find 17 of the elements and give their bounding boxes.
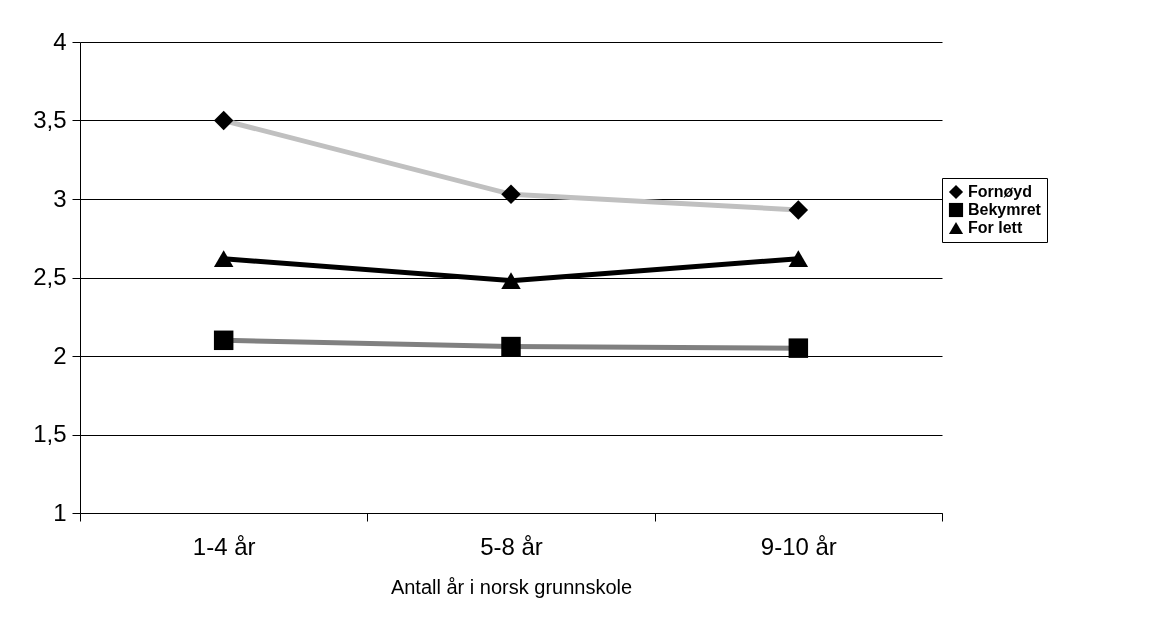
y-tick-label: 4: [53, 27, 67, 55]
x-tick-label: 5-8 år: [480, 532, 543, 560]
legend-label: Bekymret: [968, 201, 1042, 218]
x-tick-label: 1-4 år: [192, 532, 256, 560]
y-tick-label: 1: [53, 498, 67, 526]
x-axis-title: Antall år i norsk grunnskole: [390, 575, 633, 598]
point: [213, 250, 234, 268]
point: [501, 272, 521, 290]
y-tick-label: 2,5: [33, 263, 67, 290]
legend-label: Fornøyd: [968, 183, 1032, 200]
y-tick-label: 3: [53, 184, 67, 212]
y-tick-label: 3,5: [33, 106, 67, 133]
y-tick-label: 2: [53, 341, 67, 369]
legend-label: For lett: [968, 219, 1023, 236]
point: [788, 250, 809, 268]
x-tick-label: 9-10 år: [760, 532, 837, 560]
y-tick-label: 1,5: [33, 420, 67, 447]
